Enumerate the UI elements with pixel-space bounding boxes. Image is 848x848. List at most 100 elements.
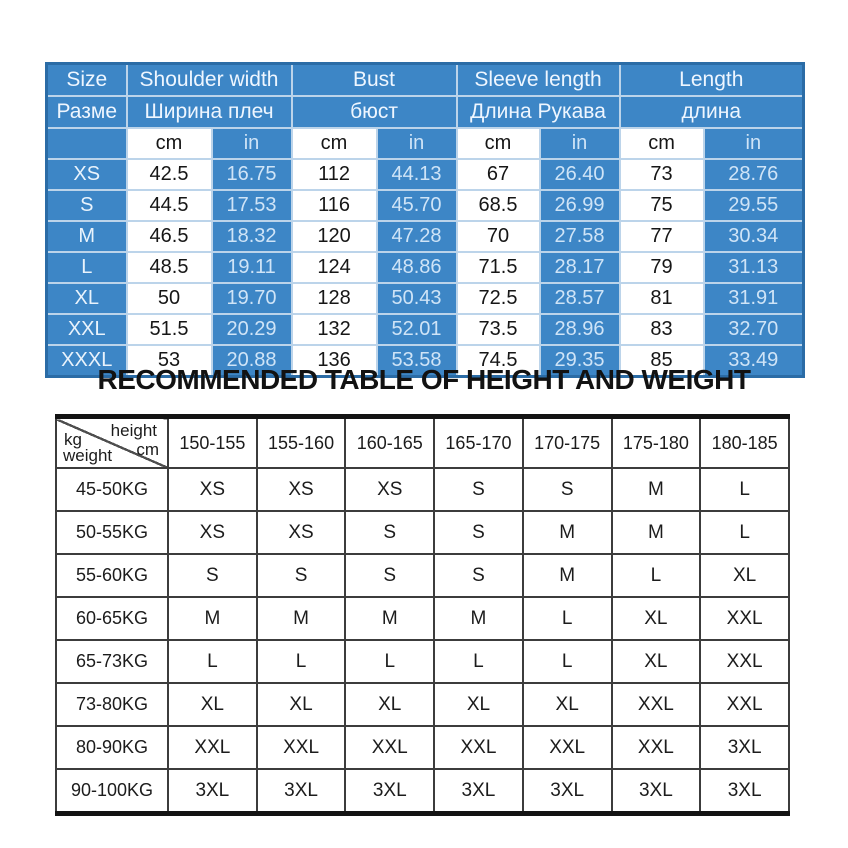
in-value: 52.01 [375,313,458,346]
recommended-size-cell: 3XL [521,768,613,815]
in-value: 20.88 [210,344,293,378]
cm-value: 120 [290,220,378,253]
size-label: XL [45,282,128,315]
cm-value: 50 [125,282,213,315]
recommended-size-cell: M [167,596,258,641]
recommended-size-cell: S [433,553,524,598]
page-title: RECOMMENDED TABLE OF HEIGHT AND WEIGHT [97,364,751,395]
unit-in-label: in [538,127,621,160]
in-value: 28.96 [538,313,621,346]
cm-value: 67 [455,158,541,191]
recommended-size-cell: S [255,553,347,598]
recommend-table-body: 45-50KG XS XS XS S S M L 50-55KG XS XS S S M M L 55-60KG… [55,467,790,815]
size-table-row: S 44.5 17.53 116 45.70 68.5 26.99 75 29.55 [45,189,805,222]
cm-value: 132 [290,313,378,346]
recommend-table-row: 73-80KG XL XL XL XL XL XXL XXL [55,682,790,727]
cm-value: 48.5 [125,251,213,284]
size-label: L [45,251,128,284]
corner-cm-label: cm [136,440,159,459]
cm-value: 68.5 [455,189,541,222]
column-header-en: Size [45,62,128,97]
size-table-row: XXXL 53 20.88 136 53.58 74.5 29.35 85 33.49 [45,344,805,378]
cm-value: 124 [290,251,378,284]
cm-value: 51.5 [125,313,213,346]
weight-range-label: 60-65KG [55,596,169,641]
unit-in-label: in [702,127,805,160]
cm-value: 116 [290,189,378,222]
recommended-size-cell: XL [344,682,436,727]
recommended-size-cell: 3XL [699,768,790,815]
in-value: 26.99 [538,189,621,222]
in-value: 19.11 [210,251,293,284]
recommended-size-cell: M [255,596,347,641]
in-value: 28.76 [702,158,805,191]
recommended-size-cell: M [610,467,702,512]
weight-range-label: 80-90KG [55,725,169,770]
recommended-size-cell: 3XL [699,725,790,770]
unit-blank-cell [45,127,128,160]
recommended-size-cell: M [344,596,436,641]
recommended-size-cell: L [255,639,347,684]
cm-value: 73 [618,158,705,191]
recommended-size-cell: XL [610,596,702,641]
column-header-ru: длина [618,95,805,129]
recommended-size-cell: L [521,596,613,641]
cm-value: 112 [290,158,378,191]
unit-cm-label: cm [618,127,705,160]
recommended-size-cell: XXL [255,725,347,770]
recommend-table-row: 45-50KG XS XS XS S S M L [55,467,790,512]
recommended-size-cell: S [167,553,258,598]
height-range-header: 150-155 [167,415,258,469]
in-value: 26.40 [538,158,621,191]
cm-value: 53 [125,344,213,378]
recommend-table-row: 55-60KG S S S S M L XL [55,553,790,598]
height-range-header: 175-180 [610,415,702,469]
height-range-header: 180-185 [699,415,790,469]
cm-value: 44.5 [125,189,213,222]
recommended-size-cell: 3XL [610,768,702,815]
column-header-en: Shoulder width [125,62,293,97]
weight-range-label: 45-50KG [55,467,169,512]
recommend-table-row: 50-55KG XS XS S S M M L [55,510,790,555]
column-header-ru: бюст [290,95,458,129]
recommended-size-cell: L [344,639,436,684]
recommended-size-cell: 3XL [344,768,436,815]
size-label: XXL [45,313,128,346]
recommended-size-cell: S [521,467,613,512]
height-range-header: 160-165 [344,415,436,469]
cm-value: 42.5 [125,158,213,191]
cm-value: 70 [455,220,541,253]
recommended-size-cell: XXL [344,725,436,770]
recommended-size-cell: S [344,553,436,598]
size-table-row: XS 42.5 16.75 112 44.13 67 26.40 73 28.76 [45,158,805,191]
recommended-size-cell: M [610,510,702,555]
size-label: S [45,189,128,222]
cm-value: 128 [290,282,378,315]
size-label: M [45,220,128,253]
recommended-size-cell: XXL [699,639,790,684]
recommended-size-cell: S [433,467,524,512]
recommended-size-cell: XL [610,639,702,684]
in-value: 19.70 [210,282,293,315]
recommend-table-header: height cm kg weight 150-155 155-160 160-16… [55,415,790,469]
height-weight-table: height cm kg weight 150-155 155-160 160-16… [55,414,790,816]
recommended-size-cell: L [610,553,702,598]
cm-value: 74.5 [455,344,541,378]
recommended-size-cell: L [699,510,790,555]
recommended-size-cell: L [433,639,524,684]
in-value: 31.13 [702,251,805,284]
cm-value: 75 [618,189,705,222]
unit-cm-label: cm [125,127,213,160]
recommended-size-cell: XXL [699,596,790,641]
recommended-size-cell: XXL [610,682,702,727]
in-value: 27.58 [538,220,621,253]
corner-kg-label: kg [64,430,82,449]
cm-value: 81 [618,282,705,315]
cm-value: 77 [618,220,705,253]
in-value: 17.53 [210,189,293,222]
in-value: 48.86 [375,251,458,284]
unit-in-label: in [210,127,293,160]
in-value: 45.70 [375,189,458,222]
recommended-size-cell: XS [255,467,347,512]
column-header-ru: Ширина плеч [125,95,293,129]
